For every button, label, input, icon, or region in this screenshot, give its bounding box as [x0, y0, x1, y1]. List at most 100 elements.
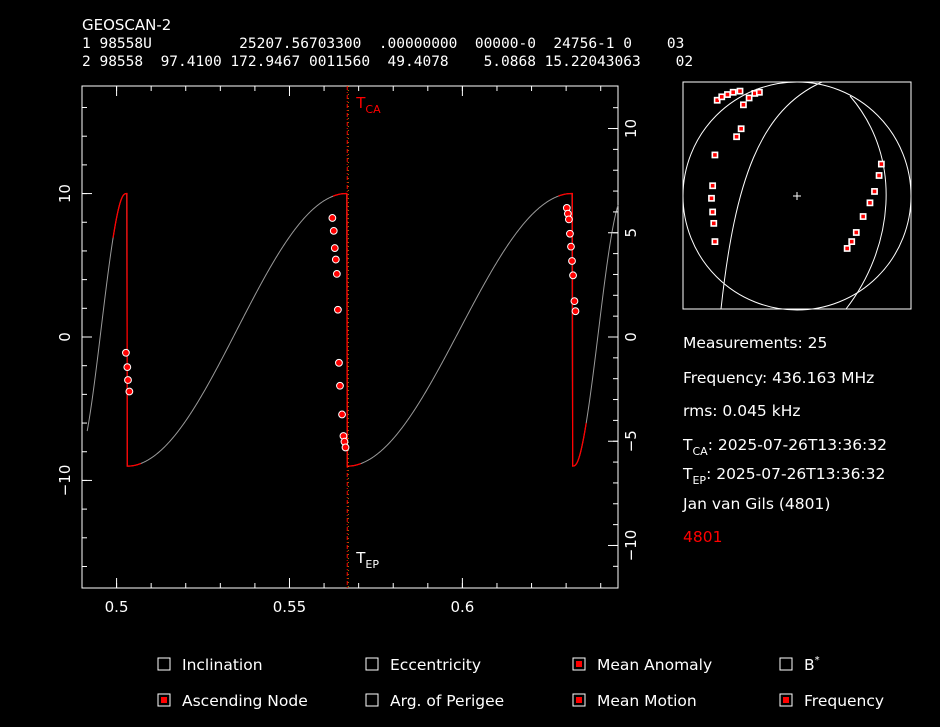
sky-point [745, 94, 753, 102]
sky-point [866, 199, 874, 207]
sky-point [755, 88, 763, 96]
measurement-point [568, 257, 576, 265]
option-label: Mean Anomaly [597, 656, 712, 674]
measurement-point [122, 348, 130, 357]
measurement-point [330, 244, 339, 252]
y2-axis-label: Velocity (km/s) [650, 281, 668, 392]
rms-value: rms: 0.045 kHz [683, 402, 801, 420]
tle-line-2: 2 98558 97.4100 172.9467 0011560 49.4078… [82, 54, 693, 70]
tca-label: TCA [355, 94, 381, 116]
option-ascending-node[interactable]: Ascending Node [157, 692, 308, 710]
sky-point [709, 208, 717, 216]
measurement-points [122, 204, 580, 452]
option-checkbox[interactable] [365, 657, 379, 671]
fit-segment-2 [332, 192, 361, 467]
sky-point [859, 213, 867, 220]
measurement-point [329, 226, 338, 235]
option-checkmark [161, 697, 167, 703]
option-checkmark [576, 697, 582, 703]
sky-point [708, 194, 715, 202]
option-checkbox[interactable] [572, 657, 586, 671]
sky-point [711, 151, 719, 159]
option-checkbox[interactable] [157, 657, 171, 671]
y2-tick-label: 10 [622, 119, 640, 138]
site-id: 4801 [683, 528, 722, 546]
sky-point [852, 229, 860, 236]
option-b[interactable]: B* [779, 655, 820, 674]
y-tick-label: −10 [56, 465, 74, 497]
measurement-point [570, 297, 579, 306]
option-label: B* [804, 655, 820, 674]
sky-point [729, 88, 737, 96]
info-panel: Measurements: 25 Frequency: 436.163 MHz … [682, 334, 887, 546]
sky-point [737, 125, 745, 133]
x-tick-label: 0.55 [273, 598, 306, 616]
measurement-point [566, 229, 574, 238]
observer-name: Jan van Gils (4801) [682, 495, 830, 513]
sky-point [733, 133, 740, 141]
y-axis: −10 0 10 [56, 107, 92, 567]
ground-track-west [720, 81, 823, 310]
option-eccentricity[interactable]: Eccentricity [365, 656, 481, 674]
option-label: Mean Motion [597, 692, 697, 710]
x-axis-label: Date (UTC) - 2025-07-26T00:00:00 [220, 632, 481, 650]
plot-frame [81, 85, 619, 589]
y2-tick-label: −10 [622, 530, 640, 562]
measurement-point [328, 214, 337, 222]
measurement-point [124, 376, 132, 384]
sky-point [713, 96, 721, 104]
option-label: Eccentricity [390, 656, 481, 674]
y-tick-label: 0 [56, 332, 74, 342]
option-label: Inclination [182, 656, 263, 674]
option-arg-of-perigee[interactable]: Arg. of Perigee [365, 692, 504, 710]
frequency-plot: 0.5 0.55 0.6 −10 0 10 −10 −5 0 5 10 TCA TEP Date … [28, 85, 668, 650]
model-line [86, 193, 619, 467]
sky-point [711, 238, 719, 245]
measurement-point [336, 381, 344, 390]
sky-point [877, 160, 885, 168]
option-checkbox[interactable] [572, 693, 586, 707]
y2-tick-label: 5 [622, 228, 640, 238]
sky-point [740, 101, 747, 109]
measurement-point [125, 387, 134, 396]
y2-tick-label: −5 [622, 430, 640, 452]
measurement-point [567, 242, 575, 251]
measurement-point [571, 307, 580, 316]
sky-point [848, 238, 856, 245]
option-inclination[interactable]: Inclination [157, 656, 263, 674]
option-frequency[interactable]: Frequency [779, 692, 884, 710]
measurements-count: Measurements: 25 [683, 334, 827, 352]
sky-measurement-points [708, 87, 885, 252]
y-tick-label: 10 [56, 184, 74, 203]
y2-axis: −10 −5 0 5 10 [608, 107, 640, 567]
option-label: Ascending Node [182, 692, 308, 710]
option-mean-motion[interactable]: Mean Motion [572, 692, 697, 710]
measurement-point [333, 305, 342, 314]
tle-header: GEOSCAN-2 1 98558U 25207.56703300 .00000… [82, 16, 693, 70]
x-tick-label: 0.5 [105, 598, 129, 616]
option-checkbox[interactable] [365, 693, 379, 707]
ground-track-east [845, 95, 887, 310]
sky-point [724, 91, 731, 98]
model-curve [86, 193, 619, 467]
tep-time: TEP: 2025-07-26T13:36:32 [682, 465, 885, 487]
sky-point [871, 188, 878, 195]
option-checkbox[interactable] [779, 657, 793, 671]
option-checkbox[interactable] [157, 693, 171, 707]
tca-marker: TCA TEP [346, 86, 381, 588]
measurement-point [335, 358, 343, 367]
y-axis-label: Frequency - 436163 kHz [28, 246, 46, 428]
sky-point [875, 172, 883, 179]
measurement-point [569, 271, 577, 280]
tca-time: TCA: 2025-07-26T13:36:32 [682, 436, 887, 458]
sky-point [709, 182, 717, 190]
tle-line-1: 1 98558U 25207.56703300 .00000000 00000-… [82, 36, 684, 52]
option-mean-anomaly[interactable]: Mean Anomaly [572, 656, 712, 674]
measurement-point [332, 269, 341, 278]
tep-label: TEP [355, 549, 379, 571]
option-checkmark [783, 697, 789, 703]
sky-plot [682, 81, 912, 311]
fit-parameter-options: Inclination Eccentricity Mean Anomaly B* Asc… [157, 655, 884, 710]
option-checkbox[interactable] [779, 693, 793, 707]
